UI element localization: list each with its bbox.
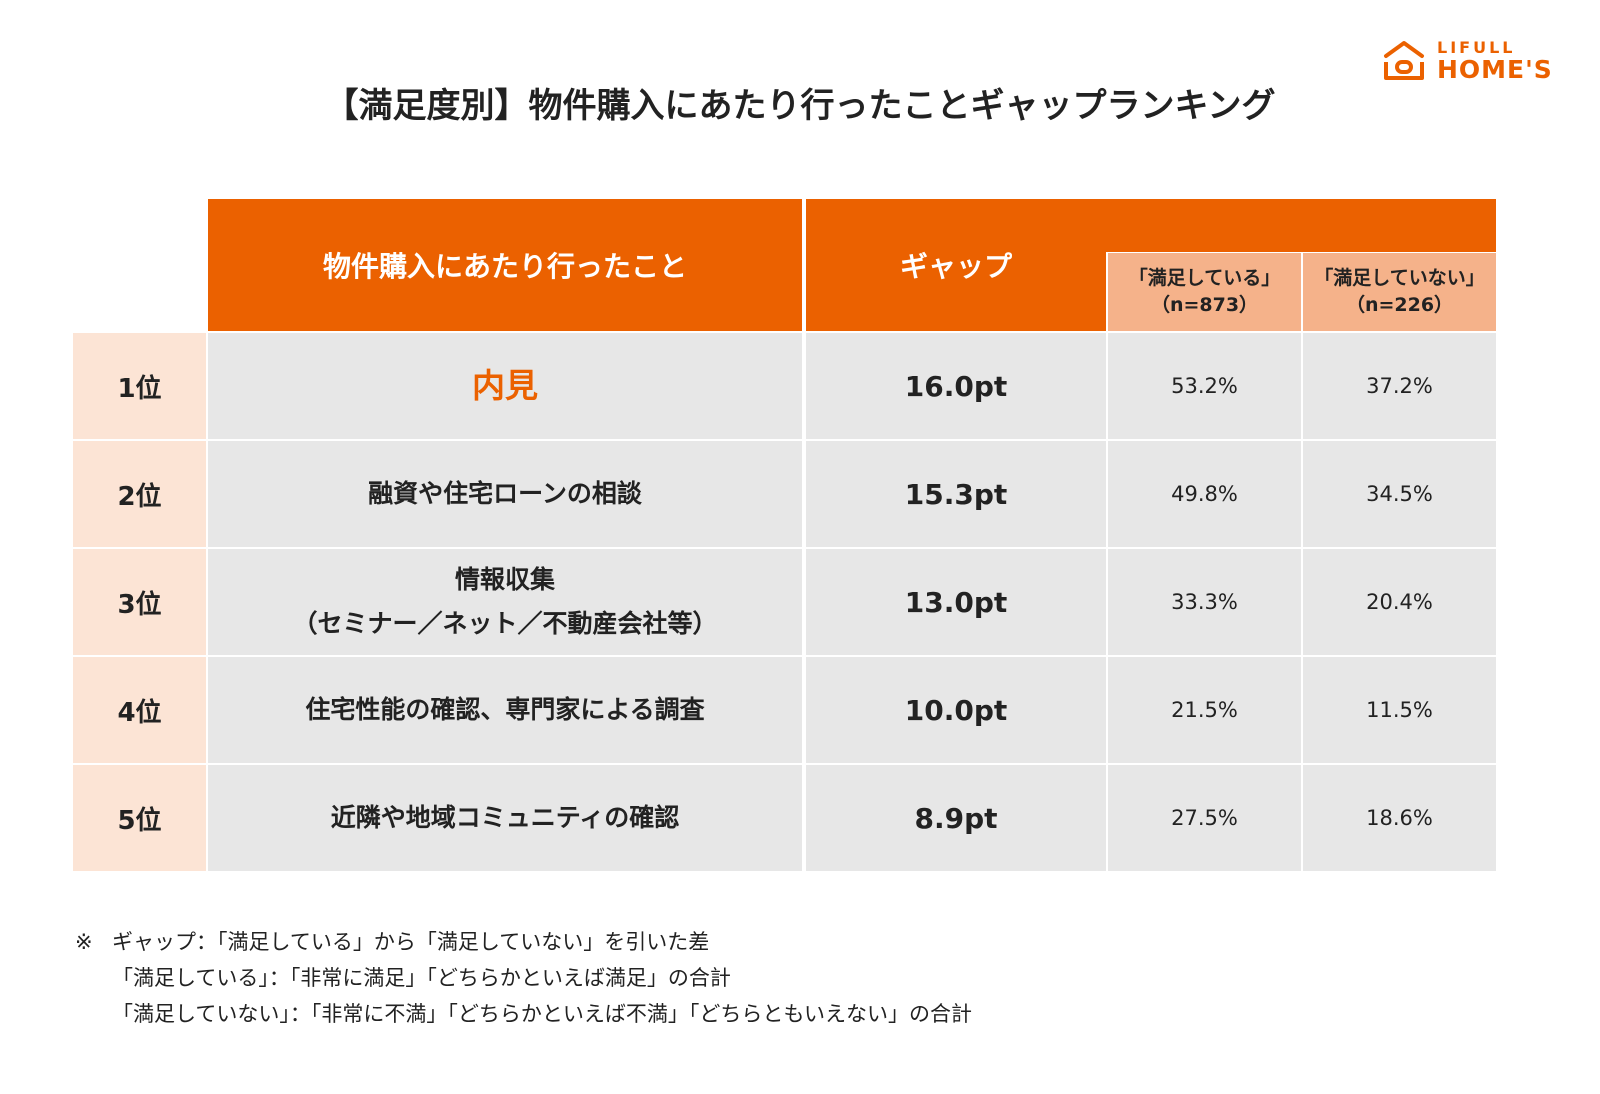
table-cell-rank: 5位 — [73, 765, 206, 871]
table-cell-unsatisfied: 37.2% — [1303, 333, 1496, 439]
logo-text-homes: HOME'S — [1437, 55, 1553, 84]
table-cell-unsatisfied: 11.5% — [1303, 657, 1496, 763]
rank-value: 2位 — [117, 481, 162, 512]
header-gap-label: ギャップ — [899, 250, 1012, 283]
header-satisfied-n: （n=873） — [1150, 294, 1259, 316]
header-item-label: 物件購入にあたり行ったこと — [322, 250, 687, 283]
gap-value: 10.0pt — [904, 693, 1008, 727]
footnote-text: 「満足していない」：「非常に不満」「どちらかといえば不満」「どちらともいえない」… — [112, 1002, 972, 1026]
table-cell-gap: 16.0pt — [806, 333, 1106, 439]
chart-title: 【満足度別】物件購入にあたり行ったことギャップランキング — [324, 86, 1276, 126]
table-cell-gap: 15.3pt — [806, 441, 1106, 547]
satisfied-value: 49.8% — [1171, 482, 1238, 506]
item-label: 内見 — [472, 366, 538, 405]
unsatisfied-value: 20.4% — [1366, 590, 1433, 614]
gap-value: 13.0pt — [904, 585, 1008, 619]
header-unsatisfied-label: 「満足していない」 — [1314, 267, 1485, 289]
rank-value: 4位 — [117, 697, 162, 728]
satisfied-value: 27.5% — [1171, 806, 1238, 830]
table-cell-rank: 3位 — [73, 549, 206, 655]
table-cell-item: 融資や住宅ローンの相談 — [208, 441, 802, 547]
house-icon — [1384, 41, 1424, 80]
header-satisfied-label: 「満足している」 — [1128, 267, 1281, 289]
footnote-line: 「満足していない」：「非常に不満」「どちらかといえば不満」「どちらともいえない」… — [75, 996, 972, 1032]
table-cell-rank: 1位 — [73, 333, 206, 439]
item-label: 住宅性能の確認、専門家による調査 — [305, 695, 705, 724]
header-unsatisfied-n: （n=226） — [1345, 294, 1454, 316]
footnote-line: 「満足している」：「非常に満足」「どちらかといえば満足」の合計 — [75, 960, 972, 996]
table-cell-unsatisfied: 34.5% — [1303, 441, 1496, 547]
gap-value: 8.9pt — [914, 801, 998, 835]
rank-value: 5位 — [117, 805, 162, 836]
table-cell-rank: 2位 — [73, 441, 206, 547]
gap-value: 15.3pt — [904, 477, 1008, 511]
rank-value: 1位 — [117, 373, 162, 404]
satisfied-value: 53.2% — [1171, 374, 1238, 398]
table-cell-gap: 13.0pt — [806, 549, 1106, 655]
table-cell-gap: 10.0pt — [806, 657, 1106, 763]
satisfied-value: 33.3% — [1171, 590, 1238, 614]
unsatisfied-value: 37.2% — [1366, 374, 1433, 398]
rank-value: 3位 — [117, 589, 162, 620]
header-rate-band — [1106, 199, 1496, 252]
table-cell-item: 内見 — [208, 333, 802, 439]
table-cell-item: 近隣や地域コミュニティの確認 — [208, 765, 802, 871]
item-label: 情報収集 — [454, 565, 555, 594]
item-label: 融資や住宅ローンの相談 — [368, 479, 642, 508]
table-cell-gap: 8.9pt — [806, 765, 1106, 871]
table-cell-satisfied: 21.5% — [1108, 657, 1301, 763]
item-label: 近隣や地域コミュニティの確認 — [330, 803, 680, 832]
table-cell-satisfied: 49.8% — [1108, 441, 1301, 547]
unsatisfied-value: 18.6% — [1366, 806, 1433, 830]
header-item: 物件購入にあたり行ったこと — [208, 199, 802, 331]
satisfied-value: 21.5% — [1171, 698, 1238, 722]
table-cell-rank: 4位 — [73, 657, 206, 763]
footnotes: ※ ギャップ：「満足している」から「満足していない」を引いた差 「満足している」：… — [75, 924, 972, 1032]
note-mark: ※ — [75, 930, 93, 954]
footnote-text: 「満足している」：「非常に満足」「どちらかといえば満足」の合計 — [112, 966, 731, 990]
unsatisfied-value: 34.5% — [1366, 482, 1433, 506]
table-cell-unsatisfied: 20.4% — [1303, 549, 1496, 655]
gap-value: 16.0pt — [904, 369, 1008, 403]
footnote-line: ※ ギャップ：「満足している」から「満足していない」を引いた差 — [75, 924, 972, 960]
header-gap: ギャップ — [806, 199, 1106, 331]
lifull-homes-logo: LIFULL HOME'S — [1382, 36, 1572, 86]
item-label: （セミナー／ネット／不動産会社等） — [292, 609, 718, 638]
table-cell-satisfied: 33.3% — [1108, 549, 1301, 655]
footnote-text: ギャップ：「満足している」から「満足していない」を引いた差 — [112, 930, 710, 954]
table-cell-unsatisfied: 18.6% — [1303, 765, 1496, 871]
header-satisfied: 「満足している」 （n=873） — [1108, 253, 1301, 331]
table-cell-item: 情報収集 （セミナー／ネット／不動産会社等） — [208, 549, 802, 655]
logo-text-lifull: LIFULL — [1437, 38, 1516, 57]
table-cell-satisfied: 27.5% — [1108, 765, 1301, 871]
table-cell-satisfied: 53.2% — [1108, 333, 1301, 439]
unsatisfied-value: 11.5% — [1366, 698, 1433, 722]
header-unsatisfied: 「満足していない」 （n=226） — [1303, 253, 1496, 331]
table-cell-item: 住宅性能の確認、専門家による調査 — [208, 657, 802, 763]
